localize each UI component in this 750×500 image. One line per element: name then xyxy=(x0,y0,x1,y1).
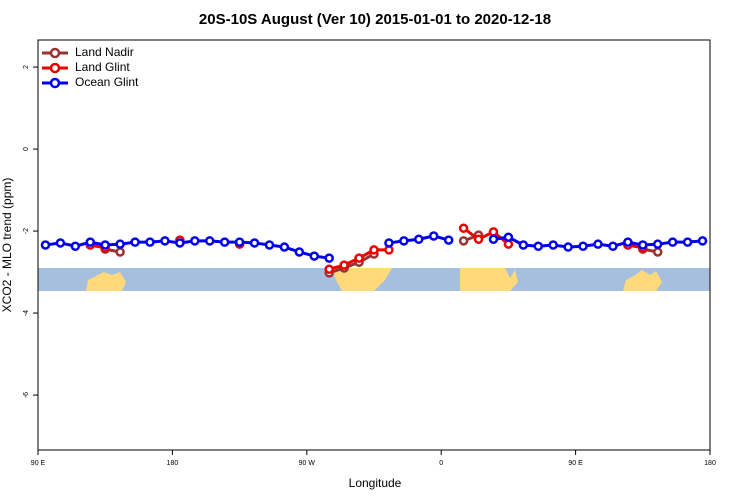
y-tick-label: -4 xyxy=(23,310,30,316)
data-point xyxy=(160,236,170,246)
data-point xyxy=(682,237,693,247)
data-point xyxy=(175,238,185,248)
x-tick-label: 180 xyxy=(167,460,179,467)
x-tick-label: 0 xyxy=(439,460,443,467)
map-strip xyxy=(38,268,710,291)
data-point xyxy=(145,237,155,247)
data-point xyxy=(264,240,275,250)
data-point xyxy=(593,239,603,249)
data-point xyxy=(428,231,439,241)
data-point xyxy=(578,241,588,251)
data-point xyxy=(100,240,110,250)
series-line xyxy=(328,252,375,275)
y-axis-label: XCO2 - MLO trend (ppm) xyxy=(0,178,14,313)
data-point xyxy=(204,236,215,246)
data-point xyxy=(414,234,424,245)
legend-marker xyxy=(49,62,61,74)
data-point xyxy=(652,247,663,257)
data-point xyxy=(503,232,514,242)
data-point xyxy=(70,241,81,251)
legend-marker xyxy=(49,47,61,59)
data-point xyxy=(608,241,618,251)
data-point xyxy=(115,239,125,249)
data-point xyxy=(667,237,678,247)
data-point xyxy=(518,240,529,250)
data-point xyxy=(399,236,409,246)
data-point xyxy=(548,240,558,250)
data-point xyxy=(533,241,544,251)
x-tick-label: 180 xyxy=(704,460,716,467)
data-point xyxy=(85,237,96,247)
data-point xyxy=(40,240,51,250)
x-tick-label: 90 W xyxy=(299,460,316,467)
data-point xyxy=(652,239,663,249)
data-point xyxy=(354,253,364,263)
data-point xyxy=(309,251,320,261)
data-point xyxy=(324,264,334,274)
y-tick-label: 2 xyxy=(23,65,30,69)
data-point xyxy=(369,245,379,255)
data-point xyxy=(190,236,200,246)
legend-marker xyxy=(49,77,61,89)
x-axis-label: Longitude xyxy=(349,476,402,490)
data-point xyxy=(623,237,633,247)
data-point xyxy=(488,234,499,245)
y-tick-label: 0 xyxy=(23,147,30,151)
data-point xyxy=(249,238,260,248)
data-point xyxy=(458,223,469,233)
legend-label: Land Glint xyxy=(75,60,130,74)
data-point xyxy=(115,247,125,257)
data-point xyxy=(219,237,230,247)
data-point xyxy=(55,238,66,248)
data-point xyxy=(294,247,305,257)
data-point xyxy=(384,238,394,248)
chart-title: 20S-10S August (Ver 10) 2015-01-01 to 20… xyxy=(199,11,551,28)
data-point xyxy=(638,240,648,250)
x-tick-label: 90 E xyxy=(568,460,583,467)
data-point xyxy=(443,235,454,245)
data-point xyxy=(458,236,469,246)
data-point xyxy=(488,227,499,237)
legend-label: Ocean Glint xyxy=(75,75,139,89)
data-point xyxy=(339,260,349,270)
data-point xyxy=(279,242,290,252)
data-point xyxy=(234,237,245,247)
data-point xyxy=(473,234,484,245)
y-tick-label: -6 xyxy=(23,392,30,398)
data-point xyxy=(563,242,573,252)
plot-frame xyxy=(37,39,711,451)
series-line xyxy=(462,226,510,246)
data-point xyxy=(130,237,140,247)
data-point xyxy=(697,236,708,246)
y-tick-label: -2 xyxy=(23,228,30,234)
legend-label: Land Nadir xyxy=(75,45,134,59)
x-tick-label: 90 E xyxy=(31,460,46,467)
data-point xyxy=(324,253,334,263)
